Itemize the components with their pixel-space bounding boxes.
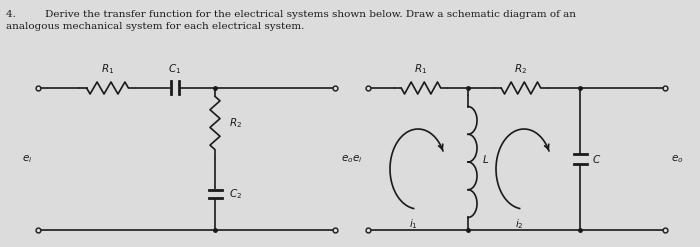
Text: $R_1$: $R_1$: [414, 62, 428, 76]
Text: $e_o$: $e_o$: [671, 153, 683, 165]
Text: $R_1$: $R_1$: [101, 62, 114, 76]
Text: $i_1$: $i_1$: [409, 217, 417, 231]
Text: $e_o$: $e_o$: [341, 153, 354, 165]
Text: $R_2$: $R_2$: [514, 62, 528, 76]
Text: $L$: $L$: [482, 153, 489, 165]
Text: $i_2$: $i_2$: [514, 217, 524, 231]
Text: $R_2$: $R_2$: [229, 116, 242, 130]
Text: $C_2$: $C_2$: [229, 187, 242, 201]
Text: $C_1$: $C_1$: [169, 62, 181, 76]
Text: 4.         Derive the transfer function for the electrical systems shown below. : 4. Derive the transfer function for the …: [6, 10, 576, 19]
Text: $e_i$: $e_i$: [22, 153, 32, 165]
Text: analogous mechanical system for each electrical system.: analogous mechanical system for each ele…: [6, 22, 304, 31]
Text: $e_i$: $e_i$: [351, 153, 362, 165]
Text: $C$: $C$: [592, 153, 601, 165]
